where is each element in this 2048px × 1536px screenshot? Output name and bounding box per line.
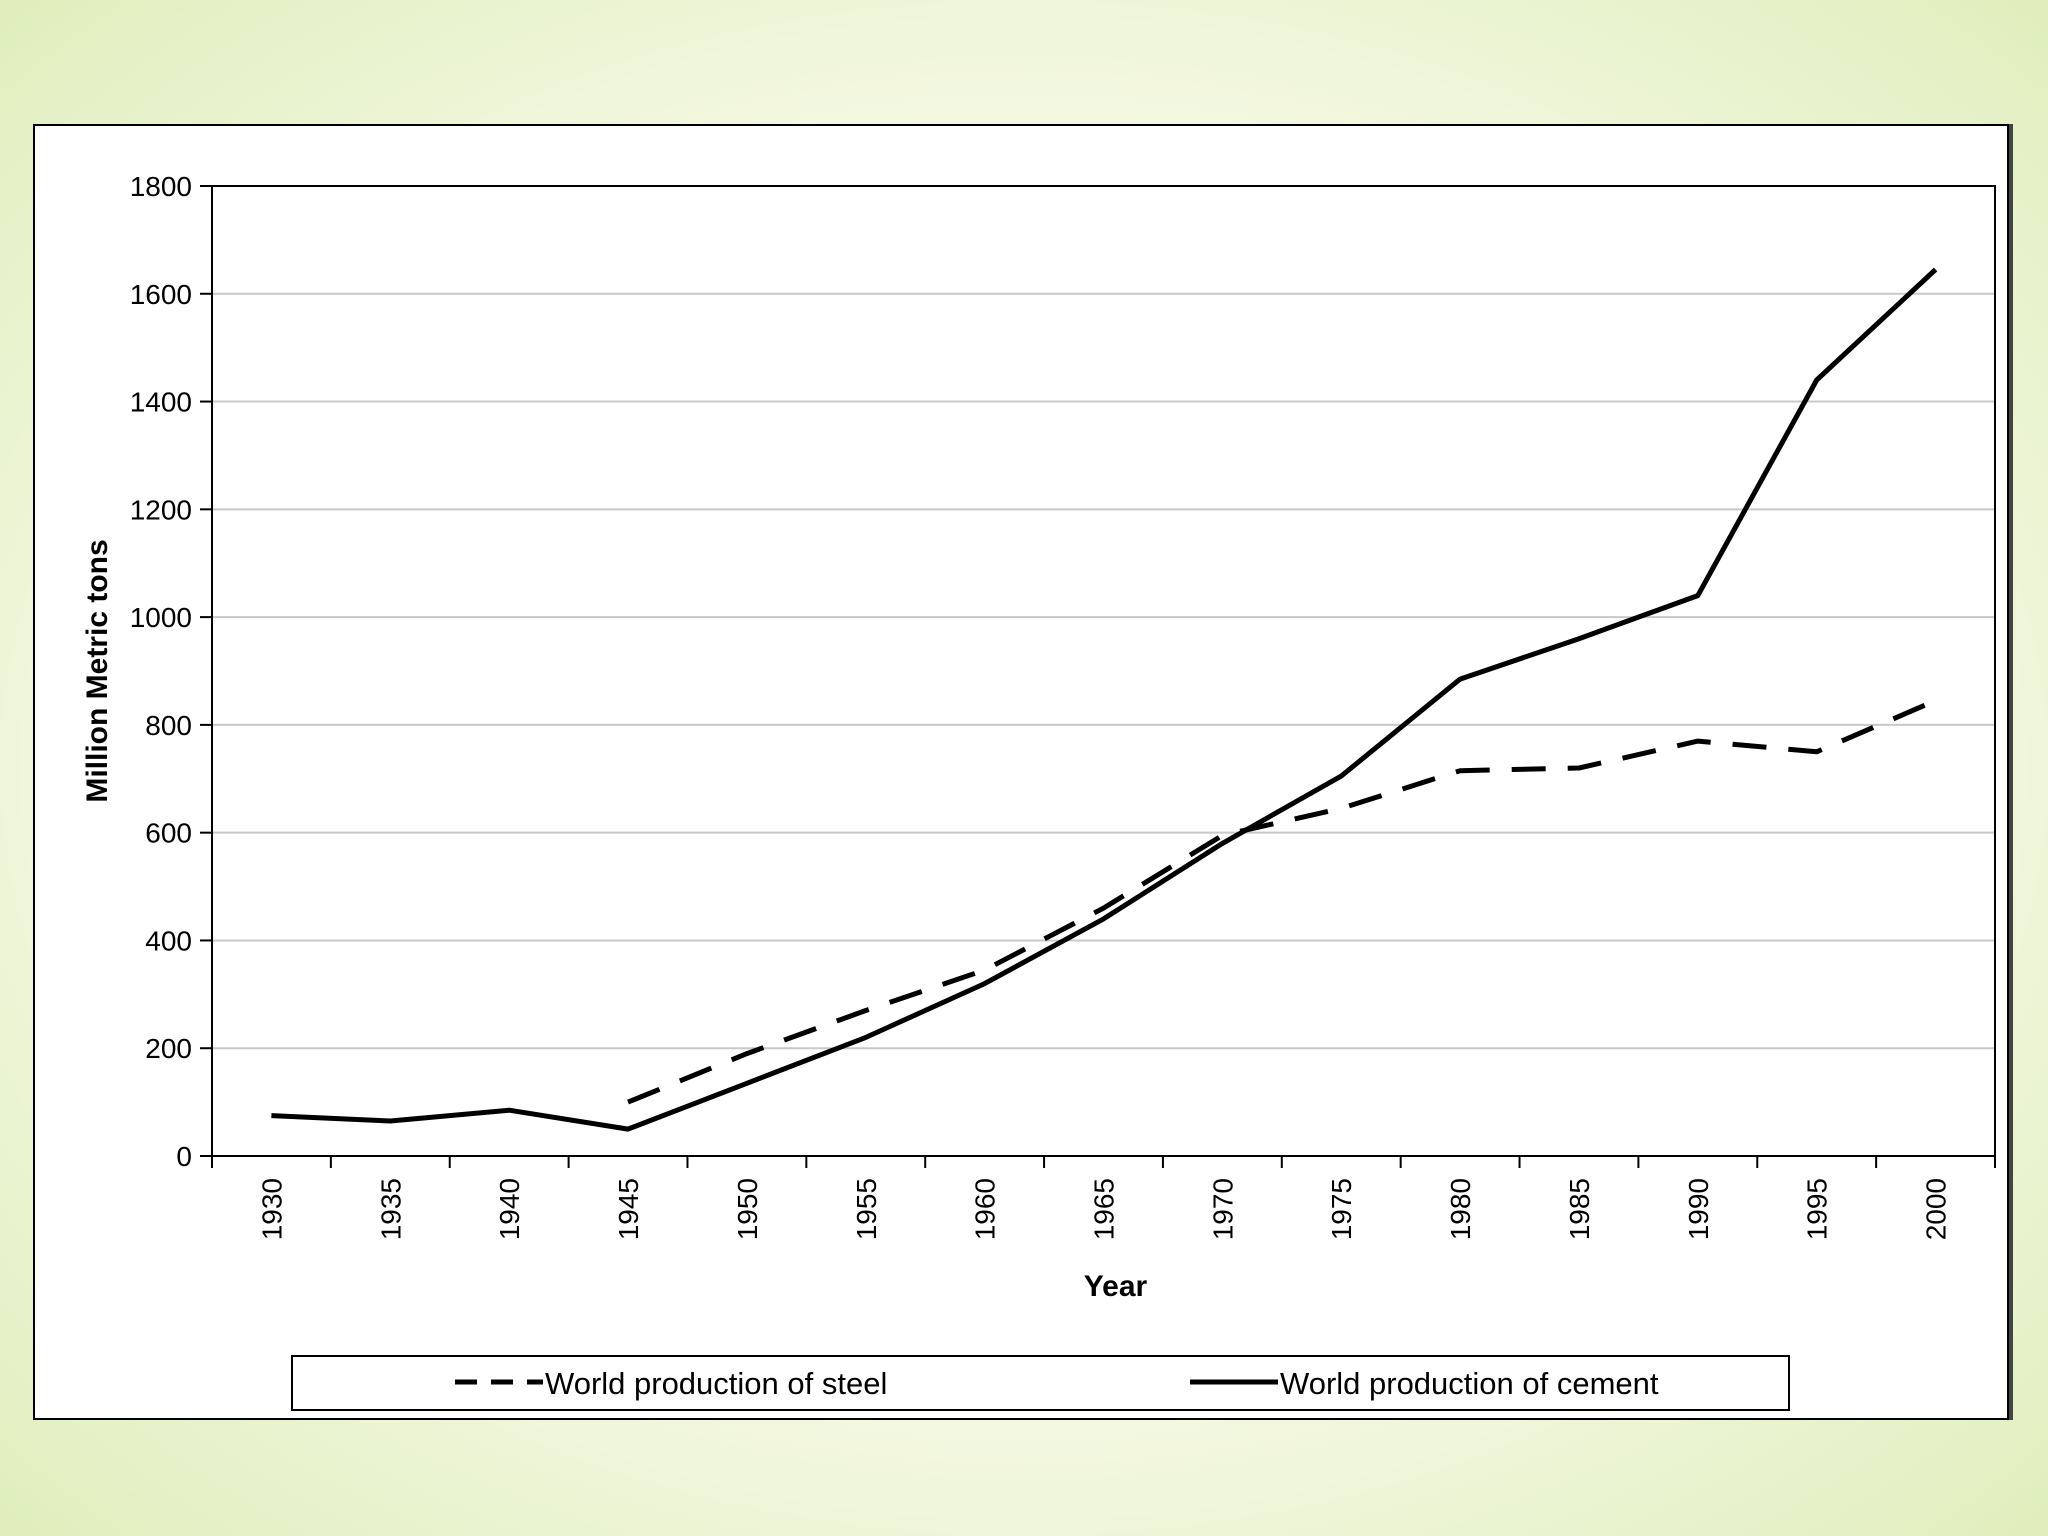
x-tick-label-1965: 1965	[1089, 1178, 1120, 1240]
x-tick-label-1930: 1930	[256, 1178, 287, 1240]
series-lines	[271, 267, 1938, 1132]
y-tick-label-1400: 1400	[130, 387, 192, 418]
y-tick-label-1000: 1000	[130, 602, 192, 633]
y-tick-label-800: 800	[145, 710, 192, 741]
legend: World production of steel World producti…	[291, 1355, 1790, 1411]
y-tick-label-1600: 1600	[130, 279, 192, 310]
legend-label-steel: World production of steel	[545, 1366, 887, 1401]
series-line-steel	[627, 698, 1937, 1105]
y-tick-label-0: 0	[176, 1141, 192, 1172]
y-tick-label-600: 600	[145, 818, 192, 849]
y-axis-title: Million Metric tons	[81, 539, 114, 802]
gridlines	[212, 292, 1995, 1050]
x-tick-label-2000: 2000	[1921, 1178, 1952, 1240]
x-tick-label-1995: 1995	[1802, 1178, 1833, 1240]
y-tick-label-1200: 1200	[130, 494, 192, 525]
y-tick-label-400: 400	[145, 925, 192, 956]
x-axis-title: Year	[1084, 1270, 1148, 1303]
x-tick-label-1990: 1990	[1683, 1178, 1714, 1240]
axes: 0 200 400 600 800 1000 1200 1400 1600 1800 1930 193…	[130, 171, 1996, 1240]
chart-frame: 0 200 400 600 800 1000 1200 1400 1600 1800 1930 193…	[33, 124, 2009, 1420]
x-tick-label-1955: 1955	[851, 1178, 882, 1240]
legend-label-cement: World production of cement	[1280, 1366, 1659, 1401]
x-tick-label-1935: 1935	[375, 1178, 406, 1240]
x-tick-label-1940: 1940	[494, 1178, 525, 1240]
series-line-cement	[271, 267, 1938, 1132]
x-tick-label-1950: 1950	[732, 1178, 763, 1240]
x-tick-label-1960: 1960	[970, 1178, 1001, 1240]
plot-area	[211, 185, 1996, 1157]
y-tick-label-1800: 1800	[130, 171, 192, 202]
x-tick-label-1985: 1985	[1564, 1178, 1595, 1240]
line-chart: 0 200 400 600 800 1000 1200 1400 1600 1800 1930 193…	[81, 171, 1996, 1411]
x-tick-label-1980: 1980	[1445, 1178, 1476, 1240]
x-tick-label-1970: 1970	[1207, 1178, 1238, 1240]
x-tick-label-1945: 1945	[613, 1178, 644, 1240]
x-tick-label-1975: 1975	[1326, 1178, 1357, 1240]
y-tick-label-200: 200	[145, 1033, 192, 1064]
